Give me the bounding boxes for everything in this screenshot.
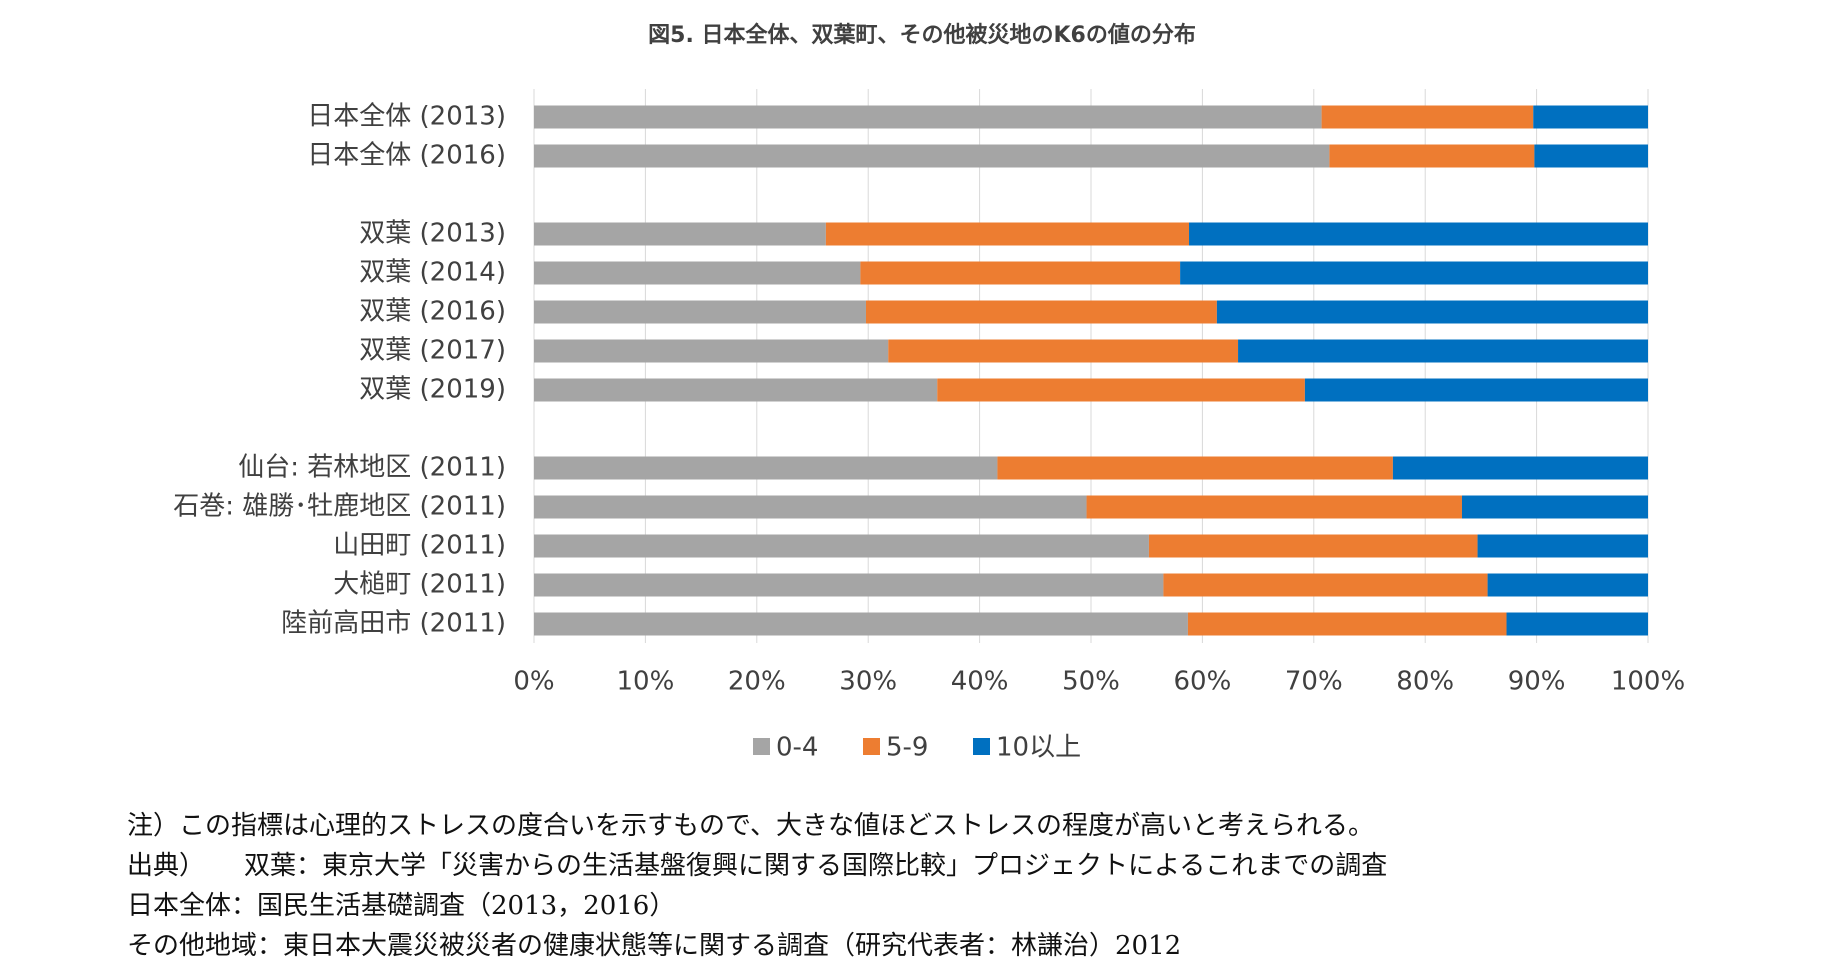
bar-segment — [1321, 105, 1534, 129]
bar-segment — [1216, 300, 1648, 324]
x-tick-label: 80% — [1396, 667, 1454, 697]
x-tick-label: 30% — [839, 667, 897, 697]
note-line: 注）この指標は心理的ストレスの度合いを示すもので、大きな値ほどストレスの程度が高… — [127, 811, 1374, 841]
bar-segment — [937, 378, 1305, 402]
legend-label: 5-9 — [886, 733, 928, 763]
bar-segment — [1461, 495, 1648, 519]
legend-label: 0-4 — [776, 733, 818, 763]
bar-segment — [534, 144, 1330, 168]
bar-segment — [1533, 105, 1648, 129]
bar-segment — [1187, 612, 1507, 636]
legend-swatch — [973, 738, 990, 755]
y-tick-label: 双葉 (2016) — [359, 297, 506, 327]
bar-segment — [1180, 261, 1648, 285]
x-tick-label: 60% — [1174, 667, 1232, 697]
bar-segment — [1086, 495, 1462, 519]
bar-segment — [534, 261, 861, 285]
y-tick-label: 大槌町 (2011) — [333, 570, 506, 600]
y-tick-label: 双葉 (2014) — [359, 258, 506, 288]
legend-swatch — [863, 738, 880, 755]
note-line: 日本全体：国民生活基礎調査（2013，2016） — [127, 891, 676, 921]
y-tick-label: 双葉 (2013) — [359, 219, 506, 249]
bar-segment — [534, 612, 1188, 636]
x-tick-label: 40% — [951, 667, 1009, 697]
bar-segment — [997, 456, 1393, 480]
chart: 図5. 日本全体、双葉町、その他被災地のK6の値の分布 0% 10% 20% 30% 4… — [173, 22, 1685, 763]
x-tick-label: 0% — [513, 667, 554, 697]
y-tick-label: 日本全体 (2016) — [307, 141, 506, 171]
bar-segment — [1163, 573, 1488, 597]
bar-segment — [825, 222, 1190, 246]
x-tick-label: 100% — [1611, 667, 1685, 697]
x-tick-label: 20% — [728, 667, 786, 697]
y-tick-label: 日本全体 (2013) — [307, 102, 506, 132]
bar-segment — [1238, 339, 1648, 363]
bar-segment — [1534, 144, 1648, 168]
bar-segment — [1392, 456, 1648, 480]
y-tick-label: 仙台: 若林地区 (2011) — [238, 453, 506, 483]
y-tick-label: 陸前高田市 (2011) — [281, 609, 506, 639]
bar-segment — [1148, 534, 1478, 558]
bar-segment — [1487, 573, 1648, 597]
x-tick-label: 70% — [1285, 667, 1343, 697]
notes: 注）この指標は心理的ストレスの度合いを示すもので、大きな値ほどストレスの程度が高… — [127, 806, 1387, 966]
bar-segment — [1304, 378, 1648, 402]
legend-swatch — [753, 738, 770, 755]
bar-segment — [534, 300, 866, 324]
legend-label: 10以上 — [996, 733, 1081, 763]
bar-segment — [888, 339, 1239, 363]
bar-segment — [534, 573, 1164, 597]
y-tick-label: 双葉 (2017) — [359, 336, 506, 366]
bar-segment — [534, 534, 1149, 558]
bar-segment — [1506, 612, 1648, 636]
bar-segment — [534, 495, 1087, 519]
note-line: 出典） 双葉：東京大学「災害からの生活基盤復興に関する国際比較」プロジェクトによ… — [127, 851, 1388, 881]
y-tick-label: 山田町 (2011) — [333, 531, 506, 561]
bar-segment — [1189, 222, 1648, 246]
bar-segment — [534, 339, 889, 363]
x-tick-label: 10% — [617, 667, 675, 697]
bar-segment — [534, 456, 998, 480]
bar-segment — [534, 105, 1322, 129]
chart-title: 図5. 日本全体、双葉町、その他被災地のK6の値の分布 — [648, 22, 1196, 48]
note-line: その他地域：東日本大震災被災者の健康状態等に関する調査（研究代表者：林謙治）20… — [127, 931, 1182, 961]
bar-segment — [534, 222, 826, 246]
bar-segment — [1477, 534, 1648, 558]
x-tick-label: 50% — [1062, 667, 1120, 697]
bar-segment — [534, 378, 938, 402]
bar-segment — [860, 261, 1181, 285]
bar-segment — [865, 300, 1217, 324]
x-tick-label: 90% — [1508, 667, 1566, 697]
bar-segment — [1329, 144, 1535, 168]
y-tick-label: 石巻: 雄勝･牡鹿地区 (2011) — [173, 492, 506, 522]
y-tick-label: 双葉 (2019) — [359, 375, 506, 405]
